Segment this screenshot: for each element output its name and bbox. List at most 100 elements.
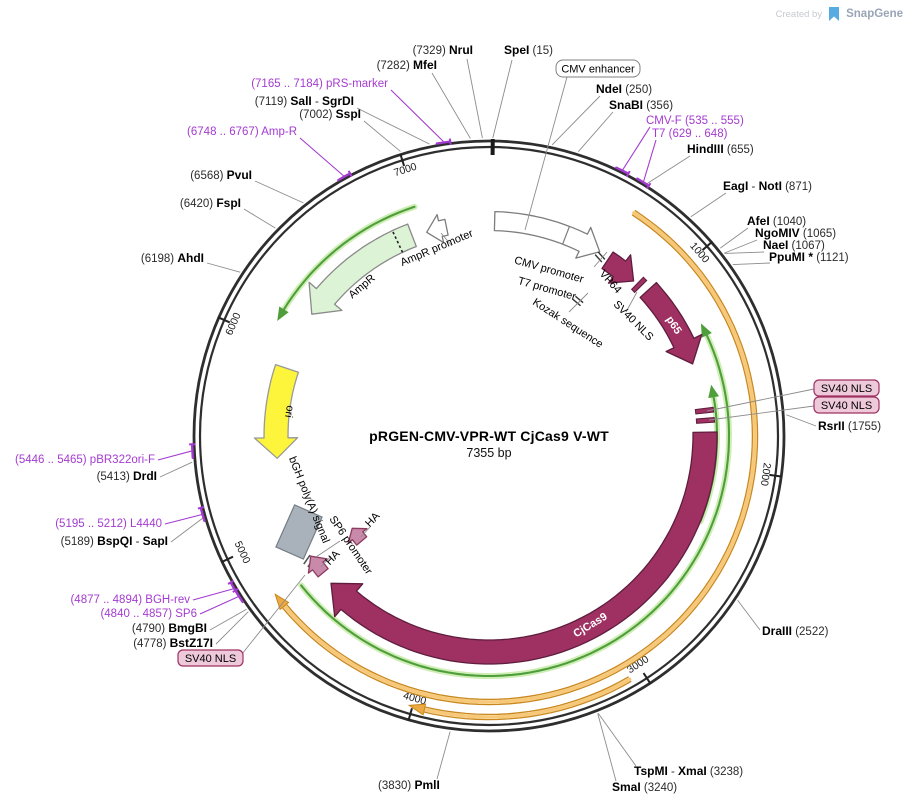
- primer-mark: [234, 589, 244, 604]
- leader-line-PpuMI: [732, 262, 771, 266]
- boxed-label-text[interactable]: CMV enhancer: [561, 64, 635, 76]
- connector-line: [593, 251, 608, 268]
- enzyme-label-SnaBI[interactable]: SnaBI (356): [609, 98, 673, 112]
- enzyme-label-NdeI[interactable]: NdeI (250): [596, 82, 652, 96]
- leader-line-SalI-SgrDI: [356, 107, 430, 145]
- leader-line-SspI: [363, 120, 401, 152]
- feature-divider: [562, 226, 571, 245]
- feature-ampr-arrow[interactable]: [308, 223, 417, 315]
- primer-mark: [337, 172, 352, 182]
- feature-ori-arrow[interactable]: [253, 363, 300, 459]
- enzyme-label-SspI[interactable]: (7002) SspI: [299, 107, 361, 121]
- plasmid-title-block: pRGEN-CMV-VPR-WT CjCas9 V-WT 7355 bp: [369, 428, 609, 460]
- enzyme-label-Amp-R[interactable]: (6748 .. 6767) Amp-R: [187, 126, 297, 138]
- enzyme-label-NgoMIV[interactable]: NgoMIV (1065): [755, 226, 836, 240]
- enzyme-label-DraIII[interactable]: DraIII (2522): [762, 624, 829, 638]
- orf-orange-short: [423, 676, 629, 716]
- enzyme-label-NaeI[interactable]: NaeI (1067): [763, 238, 825, 252]
- enzyme-label-NruI[interactable]: (7329) NruI: [413, 43, 473, 57]
- plasmid-size: 7355 bp: [466, 446, 512, 460]
- boxed-label-sv40-nls[interactable]: [813, 396, 880, 414]
- enzyme-label-CMV-F[interactable]: CMV-F (535 .. 555): [646, 115, 744, 127]
- boxed-label-sv40-nls[interactable]: [177, 649, 244, 667]
- connector-line: [241, 574, 306, 655]
- leader-line-NruI: [466, 58, 483, 139]
- enzyme-label-BstZ17I[interactable]: (4778) BstZ17I: [133, 636, 213, 650]
- enzyme-label-pRS-marker[interactable]: (7165 .. 7184) pRS-marker: [251, 78, 388, 90]
- leader-line-pRS-marker: [390, 89, 444, 142]
- boxed-label-text[interactable]: SV40 NLS: [821, 400, 872, 412]
- primer-mark-end: [646, 182, 652, 190]
- leader-line-NaeI: [724, 251, 765, 254]
- enzyme-label-PpuMI[interactable]: PpuMI * (1121): [769, 250, 849, 264]
- feature-sp6-promoter-glyph[interactable]: [303, 554, 311, 565]
- leader-line-CMV-F: [622, 126, 651, 171]
- feature-sv40-nls-bar-2[interactable]: [694, 406, 715, 415]
- leader-line-NgoMIV: [724, 239, 758, 254]
- enzyme-label-BspQI-SapI[interactable]: (5189) BspQI - SapI: [61, 534, 168, 548]
- enzyme-label-DrdI[interactable]: (5413) DrdI: [97, 469, 157, 483]
- orf-orange-long: [281, 210, 759, 706]
- snapgene-brand-text: SnapGene: [846, 8, 903, 20]
- snapgene-logo-icon: [829, 7, 840, 21]
- feature-cjcas9-arrow[interactable]: [330, 431, 718, 665]
- feature-label-ha[interactable]: HA: [363, 510, 383, 530]
- orf-green-long-arrowhead: [700, 323, 712, 338]
- orf-orange-long-arrowhead: [274, 593, 290, 611]
- enzyme-label-SalI-SgrDI[interactable]: (7119) SalI - SgrDI: [255, 94, 354, 108]
- feature-sv40-nls-bar-3[interactable]: [695, 416, 716, 424]
- feature-p65-arrow[interactable]: [639, 281, 703, 365]
- enzyme-label-TspMI-XmaI[interactable]: TspMI - XmaI (3238): [634, 764, 743, 778]
- enzyme-label-T7[interactable]: T7 (629 .. 648): [652, 128, 728, 140]
- enzyme-label-BmgBI[interactable]: (4790) BmgBI: [132, 621, 207, 635]
- feature-label-ori[interactable]: ori: [282, 404, 296, 418]
- feature-cmv-promoter-arrow[interactable]: [493, 210, 601, 259]
- leader-line-TspMI-XmaI: [597, 713, 637, 767]
- leader-line-DraIII: [737, 599, 761, 631]
- orf-green-ampr-arrowhead: [277, 306, 289, 322]
- connector-line: [706, 388, 815, 412]
- enzyme-label-SpeI[interactable]: SpeI (15): [504, 43, 553, 57]
- primer-mark: [435, 140, 452, 145]
- scale-tick: [769, 473, 783, 478]
- enzyme-label-MfeI[interactable]: (7282) MfeI: [377, 58, 437, 72]
- leader-line-AfeI: [720, 227, 749, 249]
- enzyme-label-L4440[interactable]: (5195 .. 5212) L4440: [55, 518, 162, 530]
- scale-tick: [217, 316, 231, 324]
- feature-bgh-polya-box[interactable]: [275, 504, 323, 560]
- enzyme-label-PmlI[interactable]: (3830) PmlI: [378, 778, 440, 792]
- leader-line-T7: [643, 139, 657, 182]
- enzyme-label-PvuI[interactable]: (6568) PvuI: [190, 168, 252, 182]
- enzyme-label-BGH-rev[interactable]: (4877 .. 4894) BGH-rev: [70, 594, 190, 606]
- boxed-label-text[interactable]: SV40 NLS: [821, 383, 872, 395]
- feature-vp64-arrow[interactable]: [601, 251, 635, 284]
- leader-line-SpeI: [492, 59, 513, 139]
- enzyme-label-HindIII[interactable]: HindIII (655): [687, 142, 754, 156]
- enzyme-label-pBR322ori-F[interactable]: (5446 .. 5465) pBR322ori-F: [15, 454, 155, 466]
- leader-line-HindIII: [646, 155, 691, 184]
- plasmid-backbone-outer-ring: [192, 139, 786, 733]
- feature-label-kozak-sequence[interactable]: Kozak sequence: [530, 296, 605, 350]
- enzyme-label-SP6[interactable]: (4840 .. 4857) SP6: [100, 608, 197, 620]
- boxed-label-text[interactable]: SV40 NLS: [185, 653, 236, 665]
- primer-mark-end: [197, 506, 205, 510]
- leader-line-SmaI: [597, 713, 617, 782]
- enzyme-label-AhdI[interactable]: (6198) AhdI: [141, 251, 204, 265]
- orf-orange-short: [421, 677, 632, 719]
- tiny-feature-mark: [594, 254, 603, 263]
- enzyme-label-RsrII[interactable]: RsrII (1755): [818, 419, 881, 433]
- orf-orange-long: [285, 214, 754, 701]
- primer-mark: [615, 166, 630, 175]
- feature-sv40-nls-bar-1[interactable]: [630, 276, 648, 294]
- enzyme-label-SmaI[interactable]: SmaI (3240): [612, 780, 677, 794]
- boxed-label-cmv-enhancer[interactable]: [555, 59, 641, 78]
- enzyme-label-EagI-NotI[interactable]: EagI - NotI (871): [723, 179, 812, 193]
- scale-tick: [642, 672, 652, 685]
- boxed-label-sv40-nls[interactable]: [813, 379, 880, 397]
- enzyme-label-AfeI[interactable]: AfeI (1040): [747, 214, 806, 228]
- feature-ha-tag-inner[interactable]: [347, 527, 368, 546]
- primer-mark-end: [232, 587, 239, 593]
- feature-ha-tag-outer[interactable]: [307, 555, 329, 578]
- scale-tick-label: 2000: [758, 462, 773, 487]
- enzyme-label-FspI[interactable]: (6420) FspI: [180, 196, 241, 210]
